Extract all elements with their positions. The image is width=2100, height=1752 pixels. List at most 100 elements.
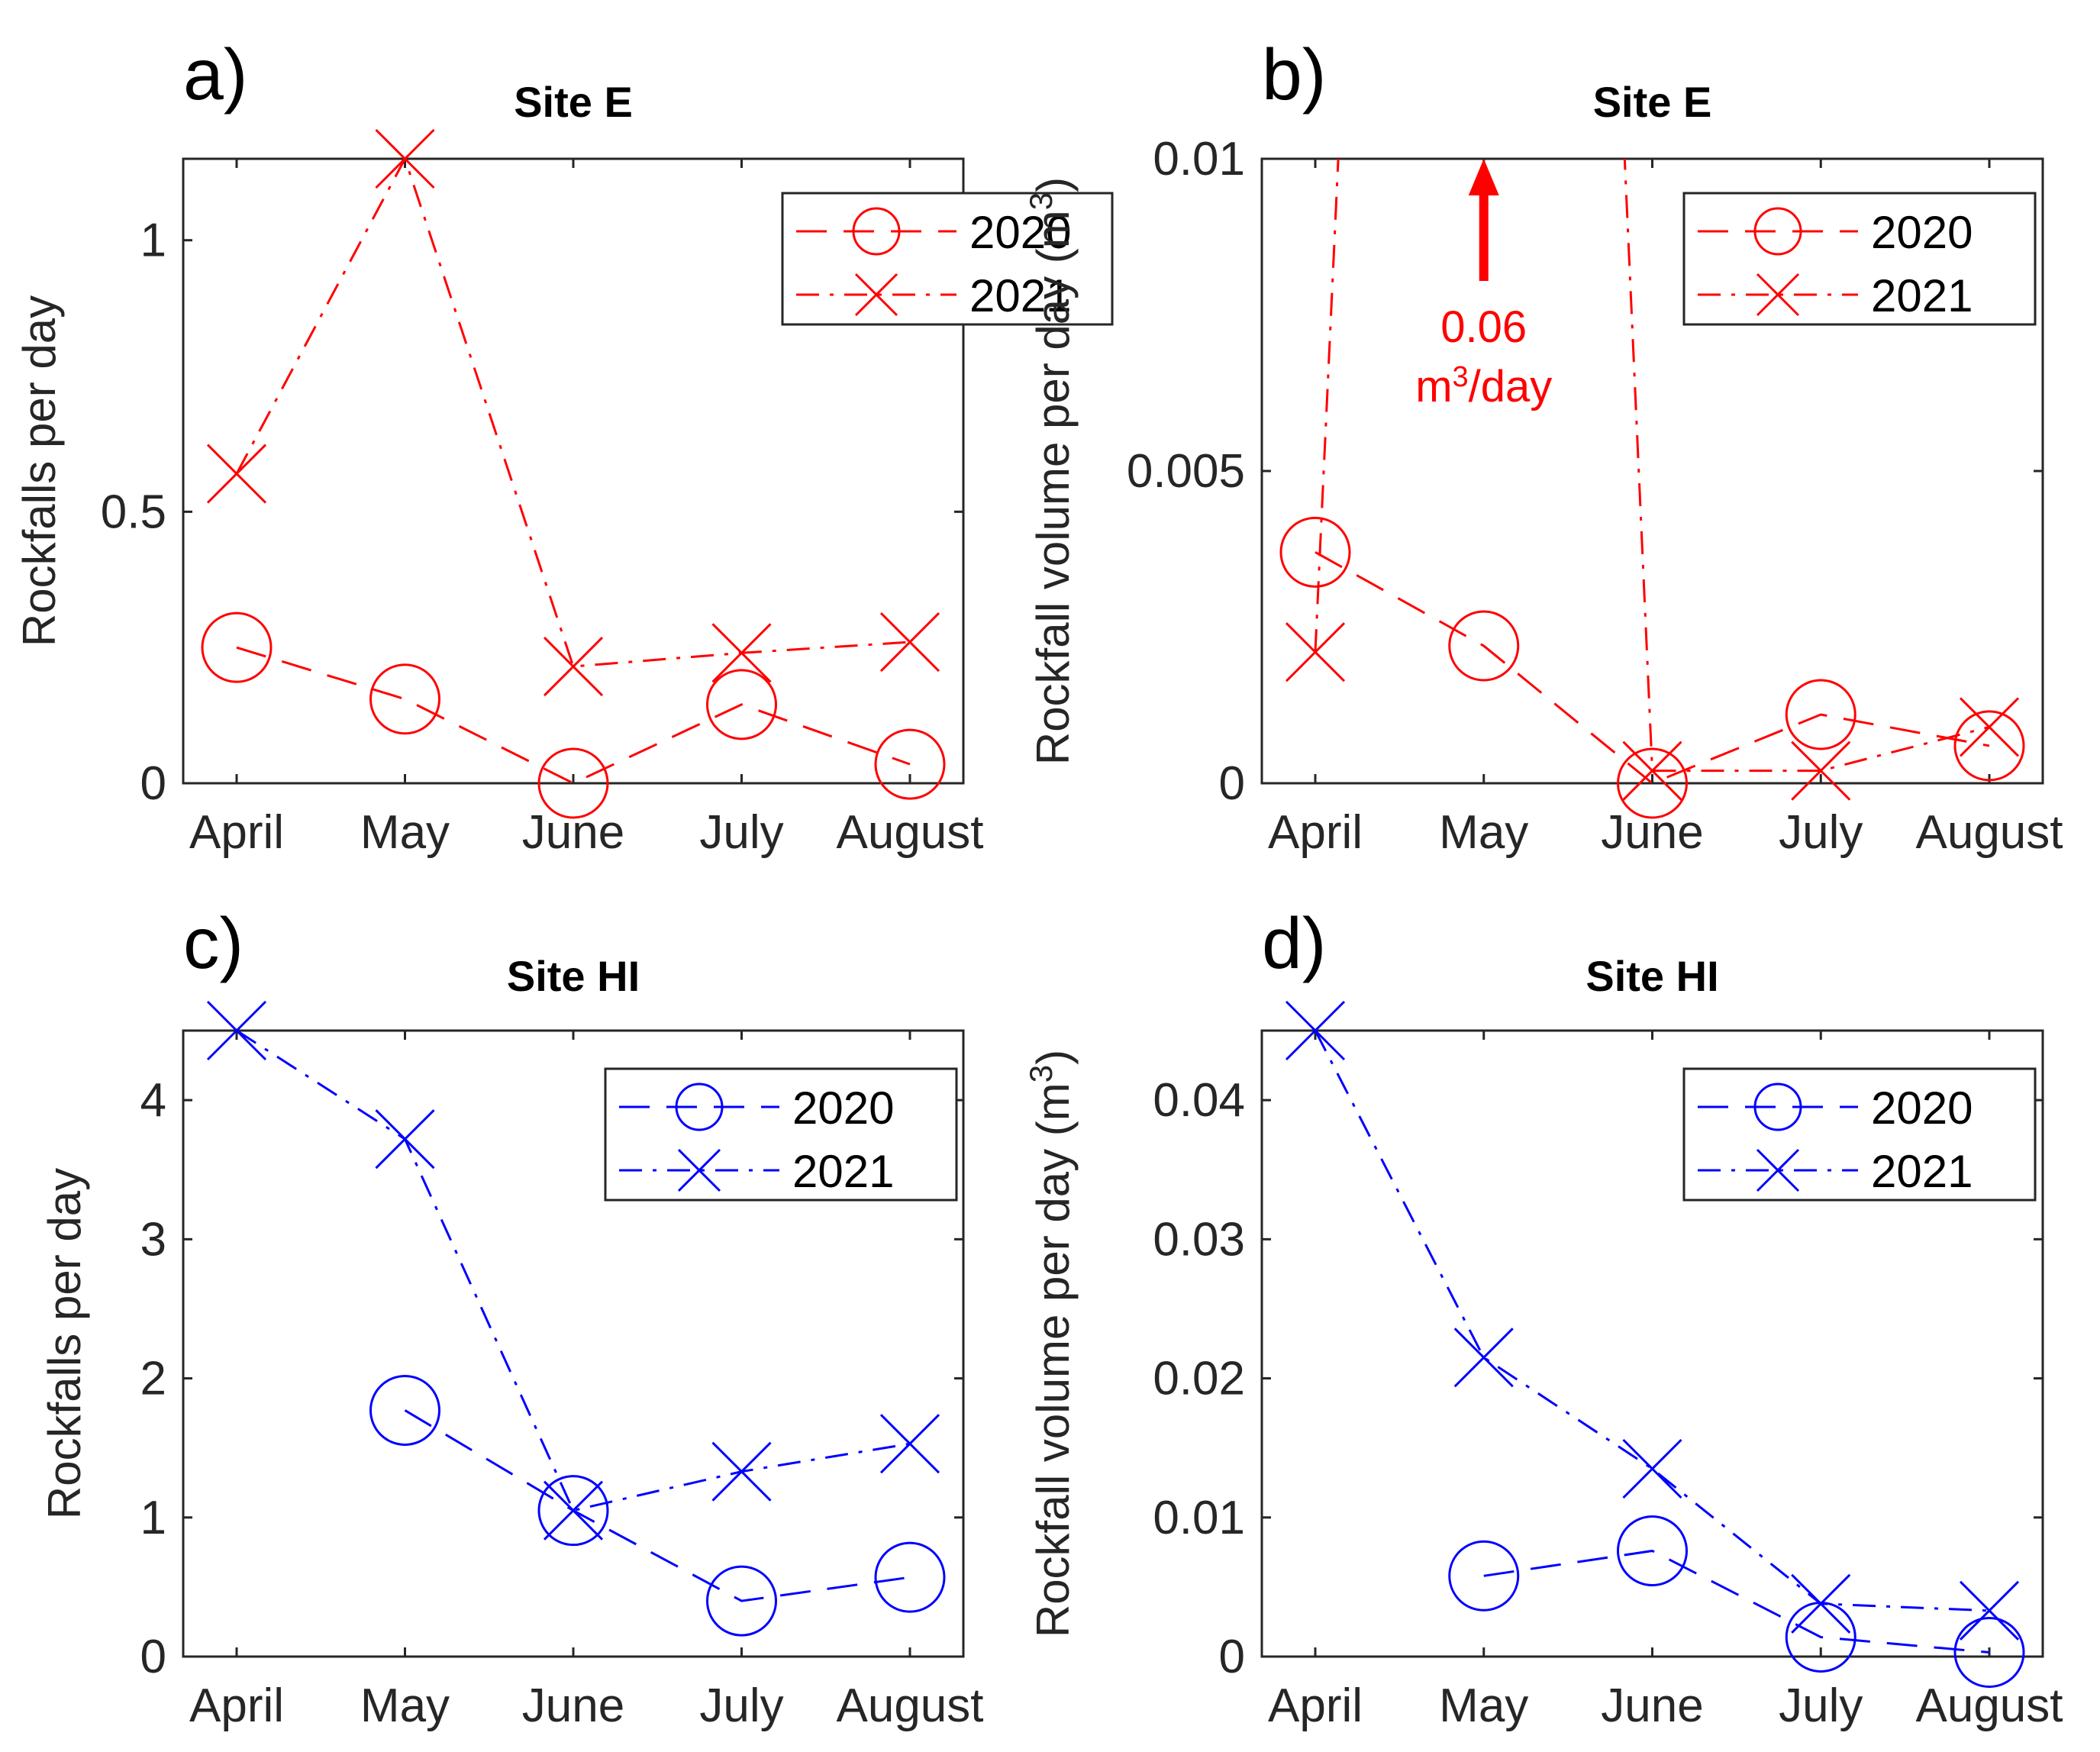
y-tick-label: 0.01 (1153, 133, 1245, 186)
data-point-x (1791, 740, 1851, 801)
panel-label: d) (1262, 903, 1326, 984)
data-point-x (375, 1109, 435, 1170)
legend: 2020 2021 (781, 192, 1114, 326)
y-axis-label: Rockfall volume per day (m3) (1023, 1050, 1079, 1637)
data-point-x (1285, 622, 1346, 682)
series-line-2021 (1314, 1031, 1990, 1612)
y-tick-label: 2 (140, 1353, 166, 1405)
data-point-x (1622, 740, 1682, 801)
y-tick-label: 1 (140, 1492, 166, 1544)
series-line-2021 (236, 1031, 911, 1512)
x-tick-label: April (189, 1679, 284, 1732)
data-point-x (543, 1480, 604, 1541)
y-tick-label: 4 (140, 1074, 166, 1127)
arrow-head (1468, 159, 1499, 195)
data-point-x (543, 637, 604, 697)
annotation-unit: m3/day (1415, 361, 1552, 411)
y-tick-label: 0 (140, 757, 166, 810)
y-tick-label: 0.01 (1153, 1492, 1245, 1544)
legend-label: 2020 (792, 1082, 894, 1134)
y-tick-label: 0.02 (1153, 1353, 1245, 1405)
data-point-circle (1617, 747, 1688, 819)
series-line-2020 (1483, 1549, 1990, 1654)
data-layer (1314, 1031, 1990, 1654)
legend-label: 2021 (1871, 1146, 1973, 1197)
legend-marker-x (854, 273, 898, 317)
y-tick-label: 0.03 (1153, 1213, 1245, 1266)
data-point-x (206, 444, 267, 504)
y-tick-label: 0.005 (1127, 445, 1245, 498)
data-point-circle (1617, 1515, 1688, 1587)
data-point-circle (874, 1541, 946, 1613)
data-point-circle (369, 1374, 440, 1446)
data-point-circle (706, 1565, 777, 1637)
data-point-x (1959, 697, 2020, 757)
x-tick-label: July (699, 806, 783, 859)
data-point-x (879, 1414, 940, 1474)
y-tick-label: 0 (1219, 757, 1245, 810)
data-point-circle (1953, 1617, 2025, 1689)
chart-title: Site HI (507, 952, 640, 1000)
panel-label: a) (183, 34, 247, 115)
legend-label: 2020 (969, 207, 1071, 258)
data-point-circle (1448, 1540, 1520, 1612)
data-point-x (1622, 1438, 1682, 1499)
data-point-circle (706, 669, 777, 740)
x-tick-label: July (699, 1679, 783, 1732)
off-scale-annotation: 0.06 m3/day (1415, 159, 1552, 411)
legend-box (781, 192, 1114, 326)
legend: 2020 2021 (604, 1067, 958, 1202)
x-tick-label: May (1439, 1679, 1528, 1732)
legend-box (1682, 192, 2037, 326)
x-tick-label: June (1601, 1679, 1703, 1732)
chart-panel-1: a) Site E 0 0.5 1 April May June July August Rockf… (14, 34, 1114, 859)
x-tick-label: August (1915, 806, 2063, 859)
chart-title: Site E (514, 78, 633, 126)
legend-label: 2021 (969, 270, 1071, 321)
data-point-x (1959, 1580, 2020, 1641)
y-axis-label: Rockfalls per day (14, 295, 65, 647)
panel-label: b) (1262, 34, 1326, 115)
legend-box (1682, 1067, 2037, 1202)
x-tick-label: May (1439, 806, 1528, 859)
data-point-circle (1785, 679, 1856, 750)
series-line-2020 (404, 1409, 911, 1602)
x-tick-label: May (360, 806, 450, 859)
legend-marker-x (1756, 273, 1800, 317)
legend-label: 2021 (1871, 270, 1973, 321)
y-tick-label: 0 (1219, 1631, 1245, 1683)
chart-panel-2: b) Site E 0 0.005 0.01 April May June July August… (1023, 34, 2063, 859)
x-tick-label: August (836, 806, 983, 859)
y-axis-label: Rockfall volume per day (m3) (1023, 177, 1079, 765)
data-point-circle (369, 663, 440, 735)
legend-label: 2021 (792, 1146, 894, 1197)
data-point-x (206, 1000, 267, 1061)
data-point-x (1791, 1573, 1851, 1634)
x-tick-label: July (1779, 1679, 1863, 1732)
chart-panel-3: c) Site HI 0 1 2 3 4 April May June July August Rock… (39, 903, 984, 1732)
y-axis-label: Rockfalls per day (39, 1168, 90, 1519)
x-tick-label: June (522, 1679, 624, 1732)
data-point-circle (1279, 516, 1351, 588)
chart-title: Site HI (1585, 952, 1718, 1000)
legend-marker-circle (1753, 207, 1802, 256)
legend-marker-circle (852, 207, 901, 256)
legend-box (604, 1067, 958, 1202)
y-tick-label: 1 (140, 215, 166, 267)
data-point-x (711, 623, 772, 683)
x-tick-label: June (522, 806, 624, 859)
x-tick-label: August (836, 1679, 983, 1732)
legend: 2020 2021 (1682, 192, 2037, 326)
chart-panel-4: d) Site HI 0 0.01 0.02 0.03 0.04 April May June Ju… (1023, 903, 2063, 1732)
annotation-value: 0.06 (1440, 302, 1527, 352)
data-point-circle (874, 728, 946, 800)
legend-marker-x (677, 1148, 721, 1192)
x-tick-label: August (1915, 1679, 2063, 1732)
x-tick-label: April (1268, 806, 1363, 859)
y-tick-label: 3 (140, 1213, 166, 1266)
x-tick-label: July (1779, 806, 1863, 859)
y-tick-label: 0.04 (1153, 1074, 1245, 1127)
y-tick-label: 0.5 (101, 486, 166, 538)
data-point-x (1453, 1328, 1514, 1388)
